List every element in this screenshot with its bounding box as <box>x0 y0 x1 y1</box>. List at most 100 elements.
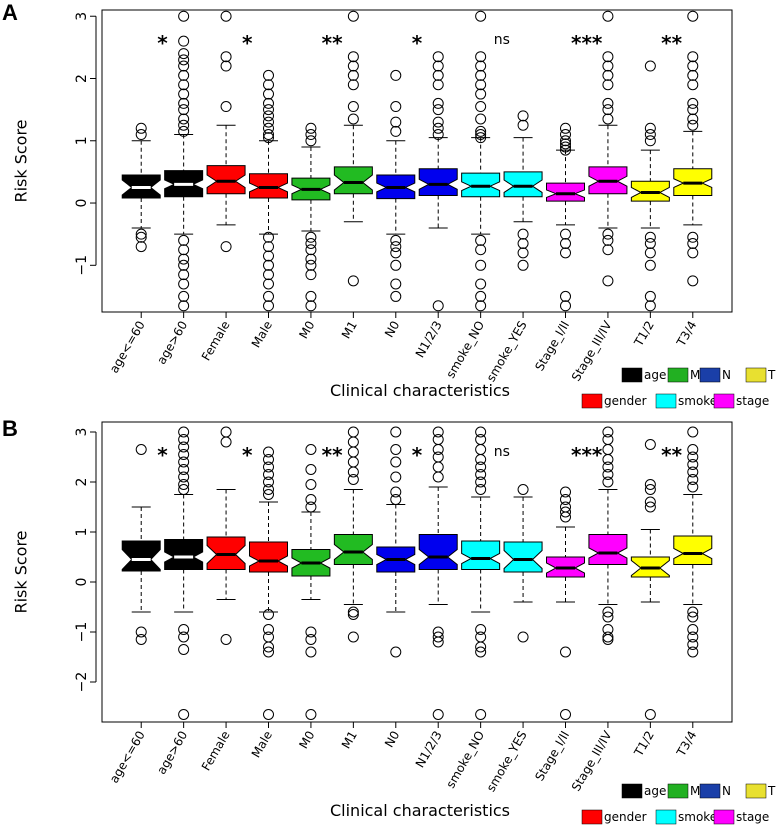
significance-label: * <box>412 31 423 55</box>
outlier-point <box>220 101 232 113</box>
legend-label: M <box>690 784 700 798</box>
legend-label: M <box>690 368 700 382</box>
outlier-point <box>475 125 487 137</box>
box-body <box>249 173 288 199</box>
outlier-point <box>432 300 444 312</box>
outlier-point <box>178 54 190 66</box>
outlier-point <box>602 444 614 455</box>
box-m1 <box>333 426 373 643</box>
outlier-point <box>263 446 274 458</box>
outlier-point <box>220 436 232 448</box>
outlier-point <box>687 466 699 478</box>
outlier-point <box>135 231 147 243</box>
outlier-point <box>475 113 487 125</box>
y-tick-label: 2 <box>74 74 90 83</box>
y-tick-label: 1 <box>74 136 90 145</box>
outlier-point <box>687 474 699 485</box>
outlier-point <box>178 624 190 635</box>
outlier-point <box>475 88 487 100</box>
x-tick-label: Female <box>199 729 233 774</box>
outlier-point <box>432 79 444 91</box>
outlier-point <box>432 60 444 72</box>
outlier-point <box>475 469 487 480</box>
outlier-point <box>347 51 359 63</box>
outlier-point <box>178 300 190 312</box>
outlier-point <box>432 116 444 128</box>
legend-label: smoke <box>678 810 717 824</box>
outlier-point <box>390 456 402 468</box>
outlier-point <box>687 451 699 463</box>
outlier-point <box>475 484 487 495</box>
outlier-point <box>517 119 529 131</box>
panel-label-a: A <box>2 0 18 25</box>
significance-label: * <box>157 443 168 467</box>
outlier-point <box>390 471 402 483</box>
x-tick-label: Stage_III/IV <box>569 318 615 384</box>
outlier-point <box>178 104 190 116</box>
outlier-point <box>687 611 699 623</box>
significance-label: * <box>242 31 253 55</box>
outlier-point <box>390 241 402 253</box>
outlier-point <box>178 471 190 483</box>
outlier-point <box>475 259 487 271</box>
outlier-point <box>432 461 444 473</box>
outlier-point <box>687 113 699 125</box>
significance-label: *** <box>571 31 603 55</box>
outlier-point <box>178 60 190 72</box>
outlier-point <box>178 125 190 137</box>
outlier-point <box>347 456 359 468</box>
outlier-point <box>560 228 571 240</box>
outlier-point <box>432 451 444 463</box>
outlier-point <box>305 626 317 638</box>
y-tick-label: 0 <box>74 578 90 587</box>
outlier-point <box>347 79 359 91</box>
outlier-point <box>432 631 444 643</box>
box-female <box>206 10 246 253</box>
outlier-point <box>263 489 274 500</box>
outlier-point <box>305 300 317 312</box>
outlier-point <box>178 290 190 302</box>
outlier-point <box>178 88 190 100</box>
outlier-point <box>263 631 274 643</box>
box-body <box>121 540 161 572</box>
outlier-point <box>602 69 614 81</box>
outlier-point <box>178 644 190 655</box>
box-female <box>206 426 246 645</box>
outlier-point <box>178 441 190 453</box>
outlier-point <box>305 231 317 243</box>
box-body <box>503 541 543 573</box>
significance-label: ** <box>661 443 682 467</box>
outlier-point <box>432 444 444 455</box>
outlier-point <box>305 269 317 281</box>
x-tick-label: M1 <box>339 319 360 342</box>
outlier-point <box>602 434 614 445</box>
outlier-point <box>263 278 274 290</box>
outlier-point <box>432 97 444 109</box>
legend-label: stage <box>736 810 769 824</box>
x-tick-label: age>60 <box>154 319 190 367</box>
outlier-point <box>687 481 699 493</box>
legend-swatch <box>699 783 721 799</box>
outlier-point <box>178 119 190 131</box>
legend-swatch <box>713 809 735 825</box>
outlier-point <box>602 461 614 473</box>
y-tick-label: 3 <box>74 12 90 21</box>
y-tick-label: −1 <box>74 255 90 276</box>
outlier-point <box>305 646 317 658</box>
significance-label: ** <box>322 31 343 55</box>
outlier-point <box>135 444 147 455</box>
outlier-point <box>432 51 444 63</box>
outlier-point <box>263 646 274 658</box>
outlier-point <box>390 278 402 290</box>
outlier-point <box>475 454 487 465</box>
outlier-point <box>390 646 402 658</box>
box-age-60 <box>164 10 204 312</box>
outlier-point <box>263 609 274 620</box>
outlier-point <box>602 476 614 488</box>
outlier-point <box>475 434 487 445</box>
outlier-point <box>602 454 614 465</box>
outlier-point <box>432 104 444 116</box>
outlier-point <box>390 116 402 128</box>
outlier-point <box>347 69 359 81</box>
